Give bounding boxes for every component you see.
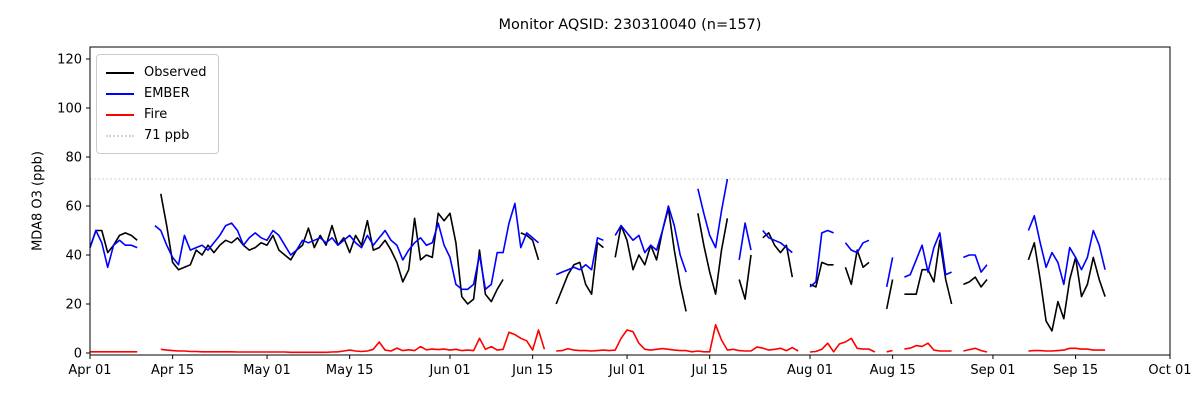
observed-line bbox=[762, 232, 794, 278]
ember-line bbox=[809, 229, 834, 288]
ember-line bbox=[614, 205, 687, 273]
x-tick-label: Sep 01 bbox=[970, 363, 1015, 378]
threshold-line-swatch bbox=[106, 134, 134, 137]
observed-line bbox=[963, 276, 988, 288]
y-tick-label: 80 bbox=[65, 151, 82, 166]
x-tick-label: May 01 bbox=[243, 363, 291, 378]
x-tick-label: Aug 01 bbox=[787, 363, 833, 378]
observed-line bbox=[520, 232, 540, 261]
observed-line bbox=[697, 213, 729, 296]
fire-line bbox=[963, 347, 988, 353]
axes-spines bbox=[89, 46, 1171, 356]
fire-line bbox=[1028, 347, 1106, 352]
legend-label: Fire bbox=[144, 107, 168, 122]
ember-line bbox=[555, 237, 604, 276]
x-tick-label: Oct 01 bbox=[1148, 363, 1191, 378]
legend-label: 71 ppb bbox=[144, 128, 190, 143]
ember-line bbox=[885, 257, 894, 288]
fire-line bbox=[556, 323, 799, 353]
observed-line bbox=[614, 207, 687, 312]
legend-item-threshold: 71 ppb bbox=[106, 125, 207, 146]
x-tick-label: Aug 15 bbox=[870, 363, 916, 378]
x-tick-label: Jul 15 bbox=[690, 363, 727, 378]
y-tick-label: 120 bbox=[57, 53, 82, 68]
ember-line bbox=[1027, 215, 1106, 286]
legend-label: EMBER bbox=[144, 86, 190, 101]
observed-line bbox=[160, 193, 504, 305]
ember-line bbox=[762, 229, 793, 254]
fire-line bbox=[886, 349, 893, 353]
fire-line-swatch bbox=[106, 113, 134, 116]
legend-item-fire: Fire bbox=[106, 104, 207, 125]
x-tick-label: Apr 01 bbox=[68, 363, 111, 378]
legend-label: Observed bbox=[144, 65, 207, 80]
fire-line bbox=[160, 329, 546, 354]
observed-line bbox=[809, 261, 834, 288]
observed-line-swatch bbox=[106, 71, 134, 74]
x-tick-label: Jun 01 bbox=[429, 363, 471, 378]
y-tick-label: 20 bbox=[65, 298, 82, 313]
ember-line bbox=[154, 202, 540, 291]
legend-item-observed: Observed bbox=[106, 62, 207, 83]
ember-line bbox=[738, 222, 752, 261]
x-tick-label: Jul 01 bbox=[608, 363, 645, 378]
observed-line bbox=[885, 279, 894, 310]
x-tick-label: Jun 15 bbox=[511, 363, 553, 378]
observed-line bbox=[738, 254, 752, 300]
ember-line bbox=[89, 229, 138, 269]
ember-line-swatch bbox=[106, 92, 134, 95]
legend-item-ember: EMBER bbox=[106, 83, 207, 104]
ember-line bbox=[963, 254, 988, 273]
fire-line bbox=[904, 342, 952, 352]
y-tick-label: 40 bbox=[65, 249, 82, 264]
x-tick-label: Apr 15 bbox=[151, 363, 194, 378]
observed-line bbox=[844, 249, 870, 286]
x-tick-label: Sep 15 bbox=[1053, 363, 1098, 378]
chart-title: Monitor AQSID: 230310040 (n=157) bbox=[498, 17, 762, 33]
ember-line bbox=[844, 239, 870, 254]
y-tick-label: 0 bbox=[74, 347, 82, 362]
ember-line bbox=[904, 232, 952, 278]
legend: Observed EMBER Fire 71 ppb bbox=[96, 54, 219, 154]
observed-line bbox=[1027, 242, 1106, 332]
observed-line bbox=[555, 242, 604, 305]
y-tick-label: 100 bbox=[57, 102, 82, 117]
y-tick-label: 60 bbox=[65, 200, 82, 215]
x-tick-label: May 15 bbox=[326, 363, 374, 378]
ember-line bbox=[697, 178, 729, 249]
fire-line bbox=[809, 337, 876, 353]
